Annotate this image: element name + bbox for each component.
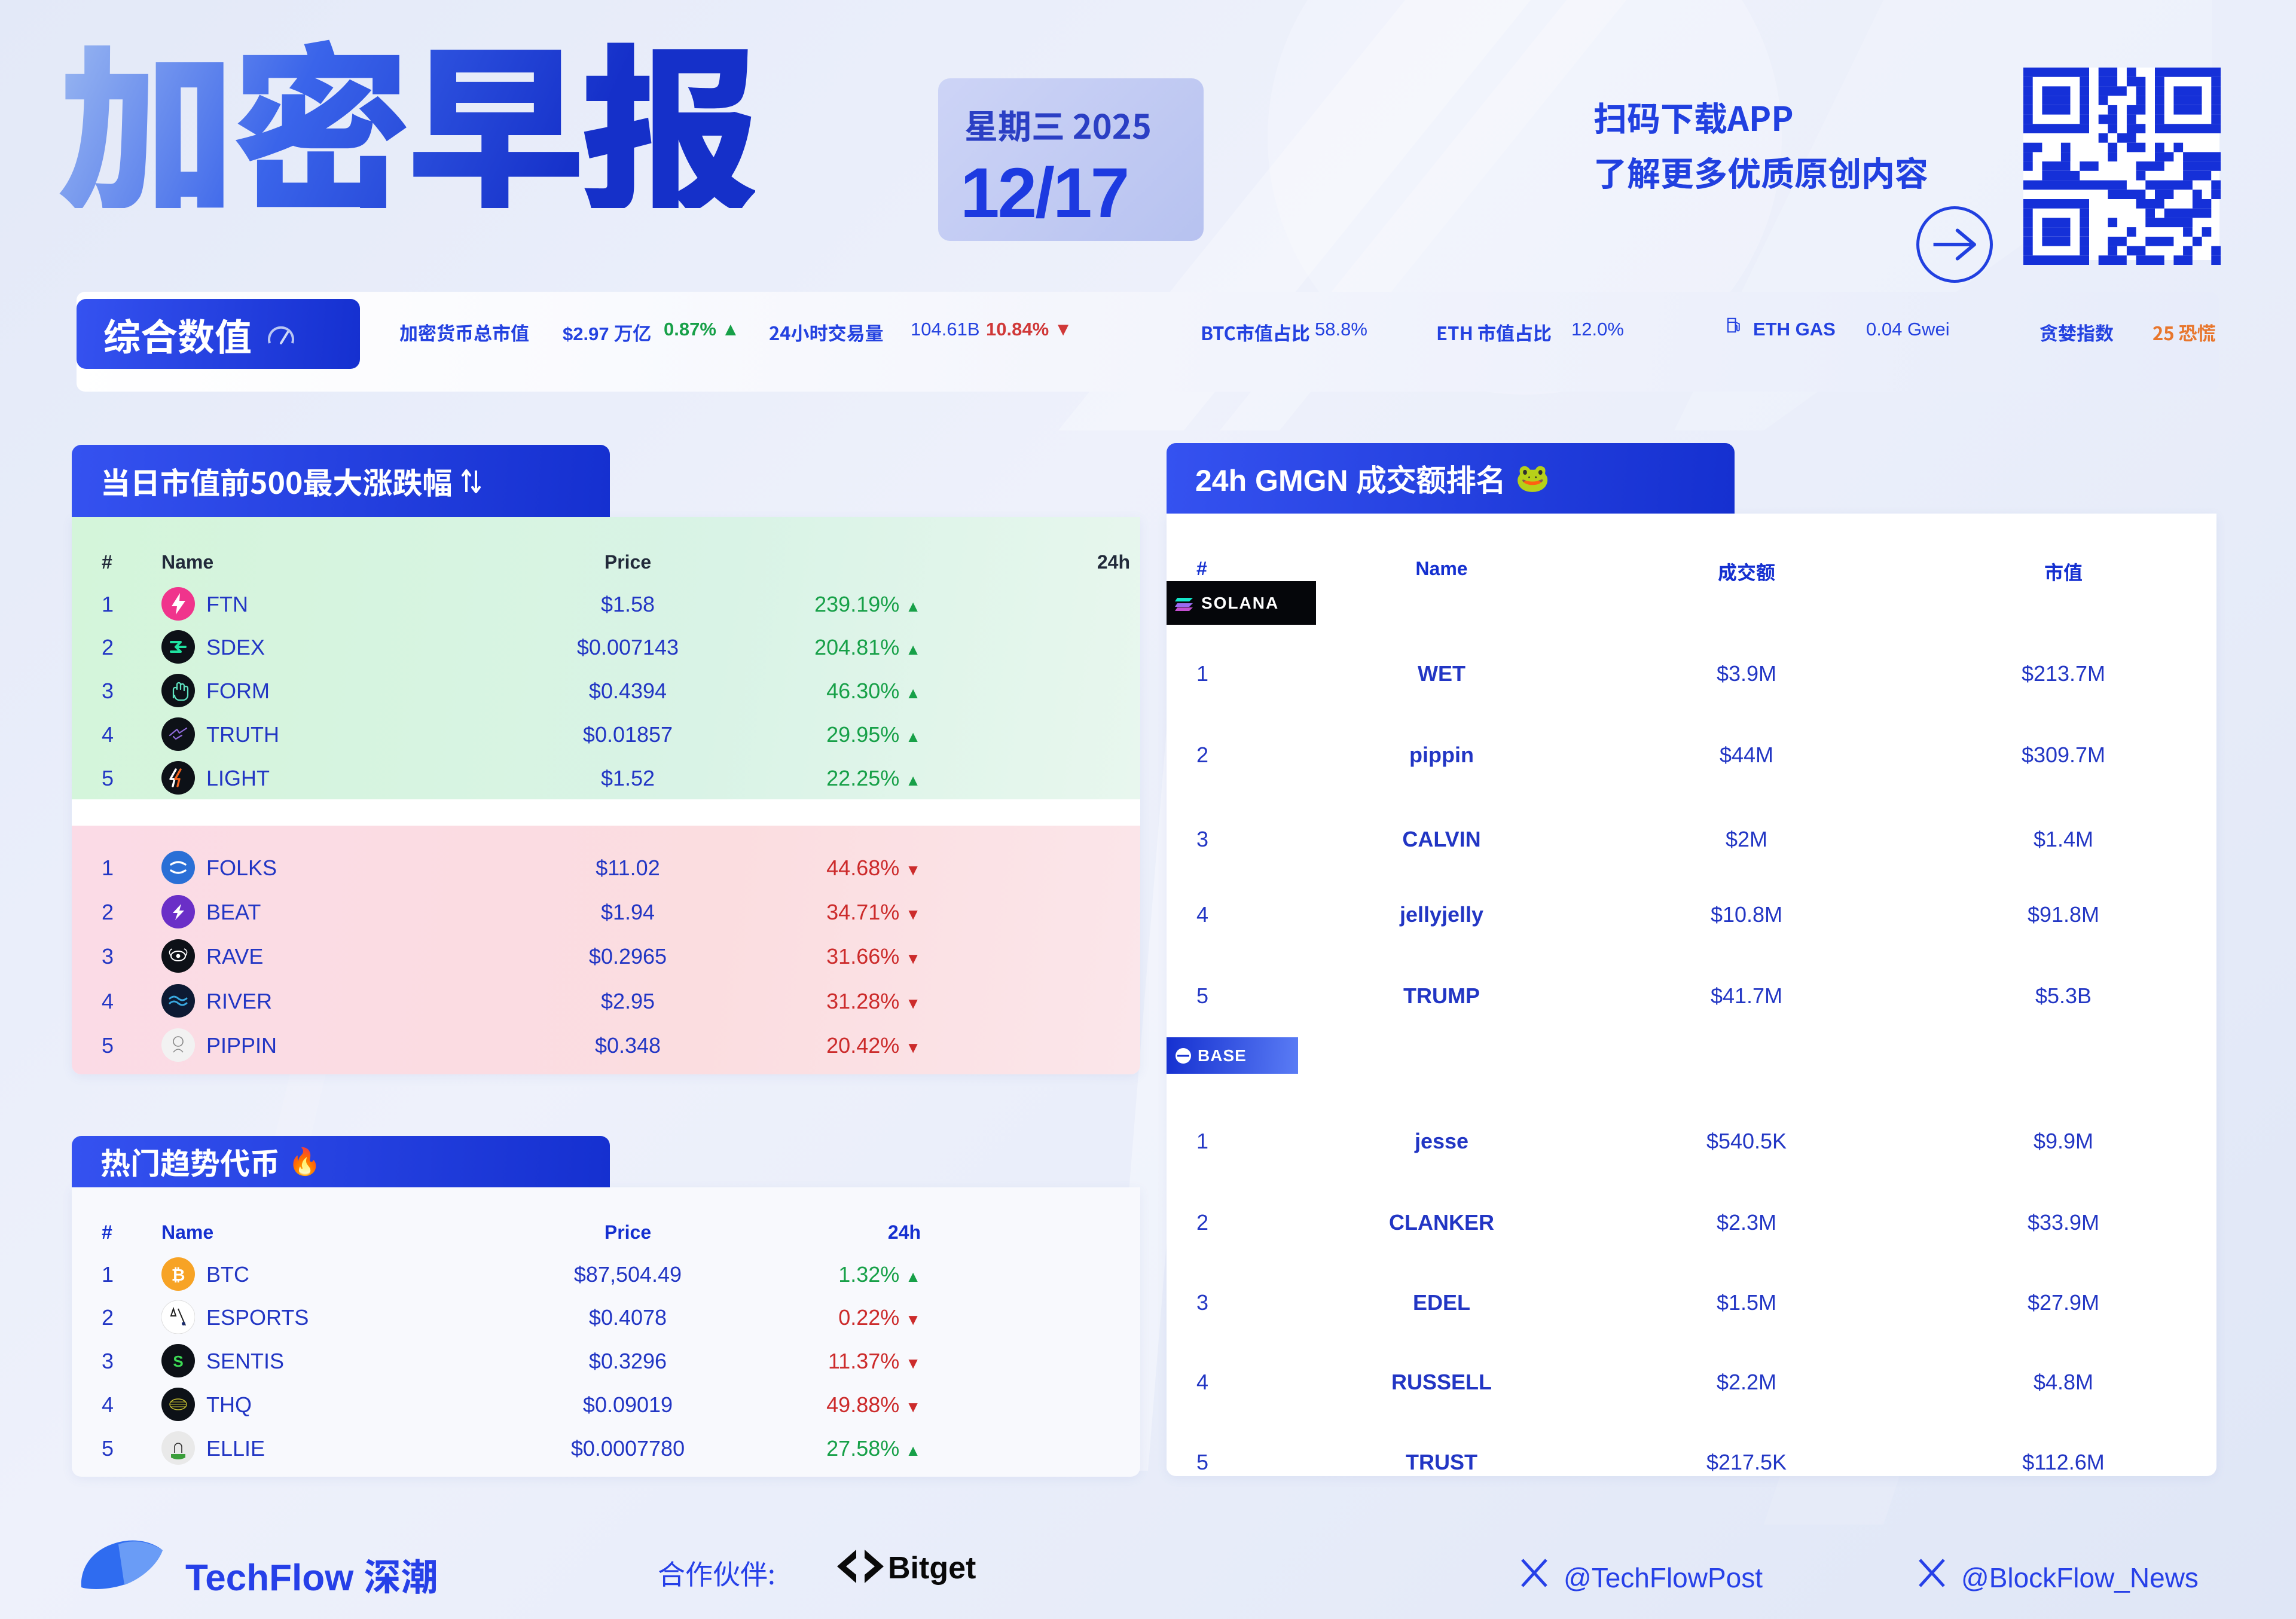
svg-text:S: S [173,1352,183,1370]
svg-text:₿: ₿ [172,1266,185,1284]
svg-text:Bitget: Bitget [888,1551,976,1586]
